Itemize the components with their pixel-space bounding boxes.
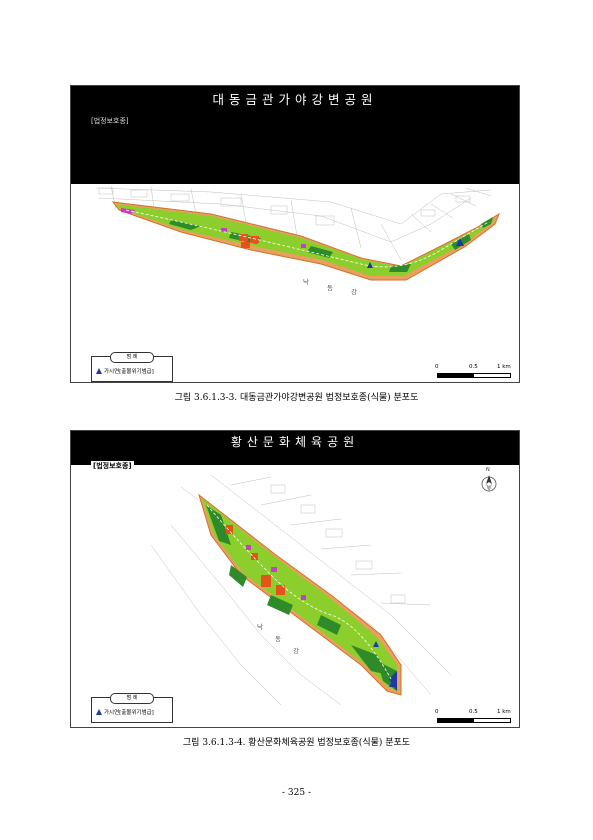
legend-row: 가시연[출몰위기범급] <box>96 708 154 716</box>
north-arrow-icon <box>481 475 497 493</box>
scale-bar <box>437 718 511 723</box>
page-number: - 325 - <box>282 788 311 798</box>
figure-1-park-map <box>95 185 501 281</box>
figure-2-banner: 황산문화체육공원 <box>71 431 519 465</box>
scale-bar <box>437 373 511 378</box>
legend-title: 범 례 <box>110 352 154 363</box>
figure-1-caption: 그림 3.6.1.3-3. 대동금관가야강변공원 법정보호종(식물) 분포도 <box>174 393 419 403</box>
figure-1-legend: 범 례 가시연[출몰위기범급] <box>91 352 173 382</box>
river-label-2: 동 <box>327 284 333 292</box>
scale-segment <box>438 374 474 377</box>
species-marker-icon <box>373 641 379 647</box>
figure-1-scale-bar: 0 0.5 1 km <box>433 364 513 382</box>
figure-2-caption: 그림 3.6.1.3-4. 황산문화체육공원 법정보호종(식물) 분포도 <box>182 738 411 748</box>
walking-path <box>125 209 490 268</box>
scale-label-end: 1 km <box>497 364 511 370</box>
north-label: N <box>486 467 490 473</box>
figure-1-banner: 대동금관가야강변공원 [법정보호종] <box>71 86 519 184</box>
scale-label-0: 0 <box>435 709 439 715</box>
species-marker-icon <box>389 681 395 687</box>
scale-label-mid: 0.5 <box>469 709 478 715</box>
legend-row: 가시연[출몰위기범급] <box>96 367 154 375</box>
legend-title: 범 례 <box>110 693 154 704</box>
wetland-patches <box>246 545 306 600</box>
scale-label-end: 1 km <box>497 709 511 715</box>
park-area <box>115 204 495 276</box>
urban-streets <box>95 185 492 261</box>
river-label-1: 낙 <box>257 623 263 631</box>
river-label-3: 강 <box>293 647 299 655</box>
river-label-3: 강 <box>351 288 357 296</box>
figure-1-map-panel: 대동금관가야강변공원 [법정보호종] <box>70 85 520 383</box>
species-marker-icon <box>96 368 102 374</box>
figure-2-park-map <box>150 474 452 706</box>
figure-1-tag: [법정보호종] <box>91 117 129 125</box>
sports-facilities <box>226 525 285 595</box>
scale-label-0: 0 <box>435 364 439 370</box>
river-label-1: 낙 <box>303 278 309 286</box>
figure-2-legend: 범 례 가시연[출몰위기범급] <box>91 693 173 723</box>
legend-item-label: 가시연[출몰위기범급] <box>104 369 154 375</box>
sports-facilities <box>239 234 259 248</box>
figure-1-title: 대동금관가야강변공원 <box>212 92 378 107</box>
wetland-patches <box>121 208 306 248</box>
figure-2-map-panel: 황산문화체육공원 [법정보호종] <box>70 430 520 728</box>
species-marker-icon <box>456 238 464 246</box>
walking-path <box>206 504 392 680</box>
species-marker-icon <box>367 262 373 268</box>
scale-label-mid: 0.5 <box>469 364 478 370</box>
figure-2-scale-bar: 0 0.5 1 km <box>433 709 513 727</box>
river-label-2: 동 <box>275 635 281 643</box>
species-marker-icon <box>96 709 102 715</box>
figure-2-title: 황산문화체육공원 <box>230 435 360 449</box>
figure-2-tag: [법정보호종] <box>91 461 134 471</box>
legend-item-label: 가시연[출몰위기범급] <box>104 710 154 716</box>
water-bodies <box>389 671 397 691</box>
scale-segment <box>438 719 474 722</box>
